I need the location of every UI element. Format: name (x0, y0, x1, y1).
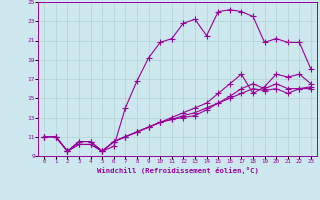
X-axis label: Windchill (Refroidissement éolien,°C): Windchill (Refroidissement éolien,°C) (97, 167, 259, 174)
